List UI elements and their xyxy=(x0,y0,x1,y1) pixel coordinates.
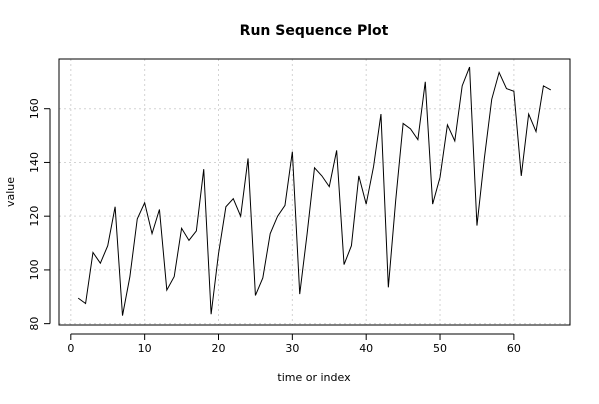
x-tick-label-6: 60 xyxy=(507,342,521,355)
x-tick-label-5: 50 xyxy=(433,342,447,355)
y-axis-label: value xyxy=(4,177,17,207)
x-tick-label-0: 0 xyxy=(67,342,74,355)
data-series xyxy=(77,66,552,316)
grid-lines xyxy=(59,59,570,325)
x-tick-label-2: 20 xyxy=(212,342,226,355)
x-axis-label: time or index xyxy=(277,371,351,384)
series-line-0 xyxy=(77,66,552,316)
axes: 0 10 20 30 40 50 60 80 100 120 140 160 xyxy=(28,98,521,355)
y-tick-label-4: 160 xyxy=(28,98,41,119)
chart-title: Run Sequence Plot xyxy=(240,23,389,39)
x-tick-label-4: 40 xyxy=(359,342,373,355)
x-tick-label-1: 10 xyxy=(138,342,152,355)
y-tick-label-1: 100 xyxy=(28,259,41,280)
y-tick-label-0: 80 xyxy=(28,317,41,331)
y-tick-label-2: 120 xyxy=(28,206,41,227)
plot-frame xyxy=(58,58,571,326)
y-tick-label-3: 140 xyxy=(28,152,41,173)
x-tick-label-3: 30 xyxy=(285,342,299,355)
